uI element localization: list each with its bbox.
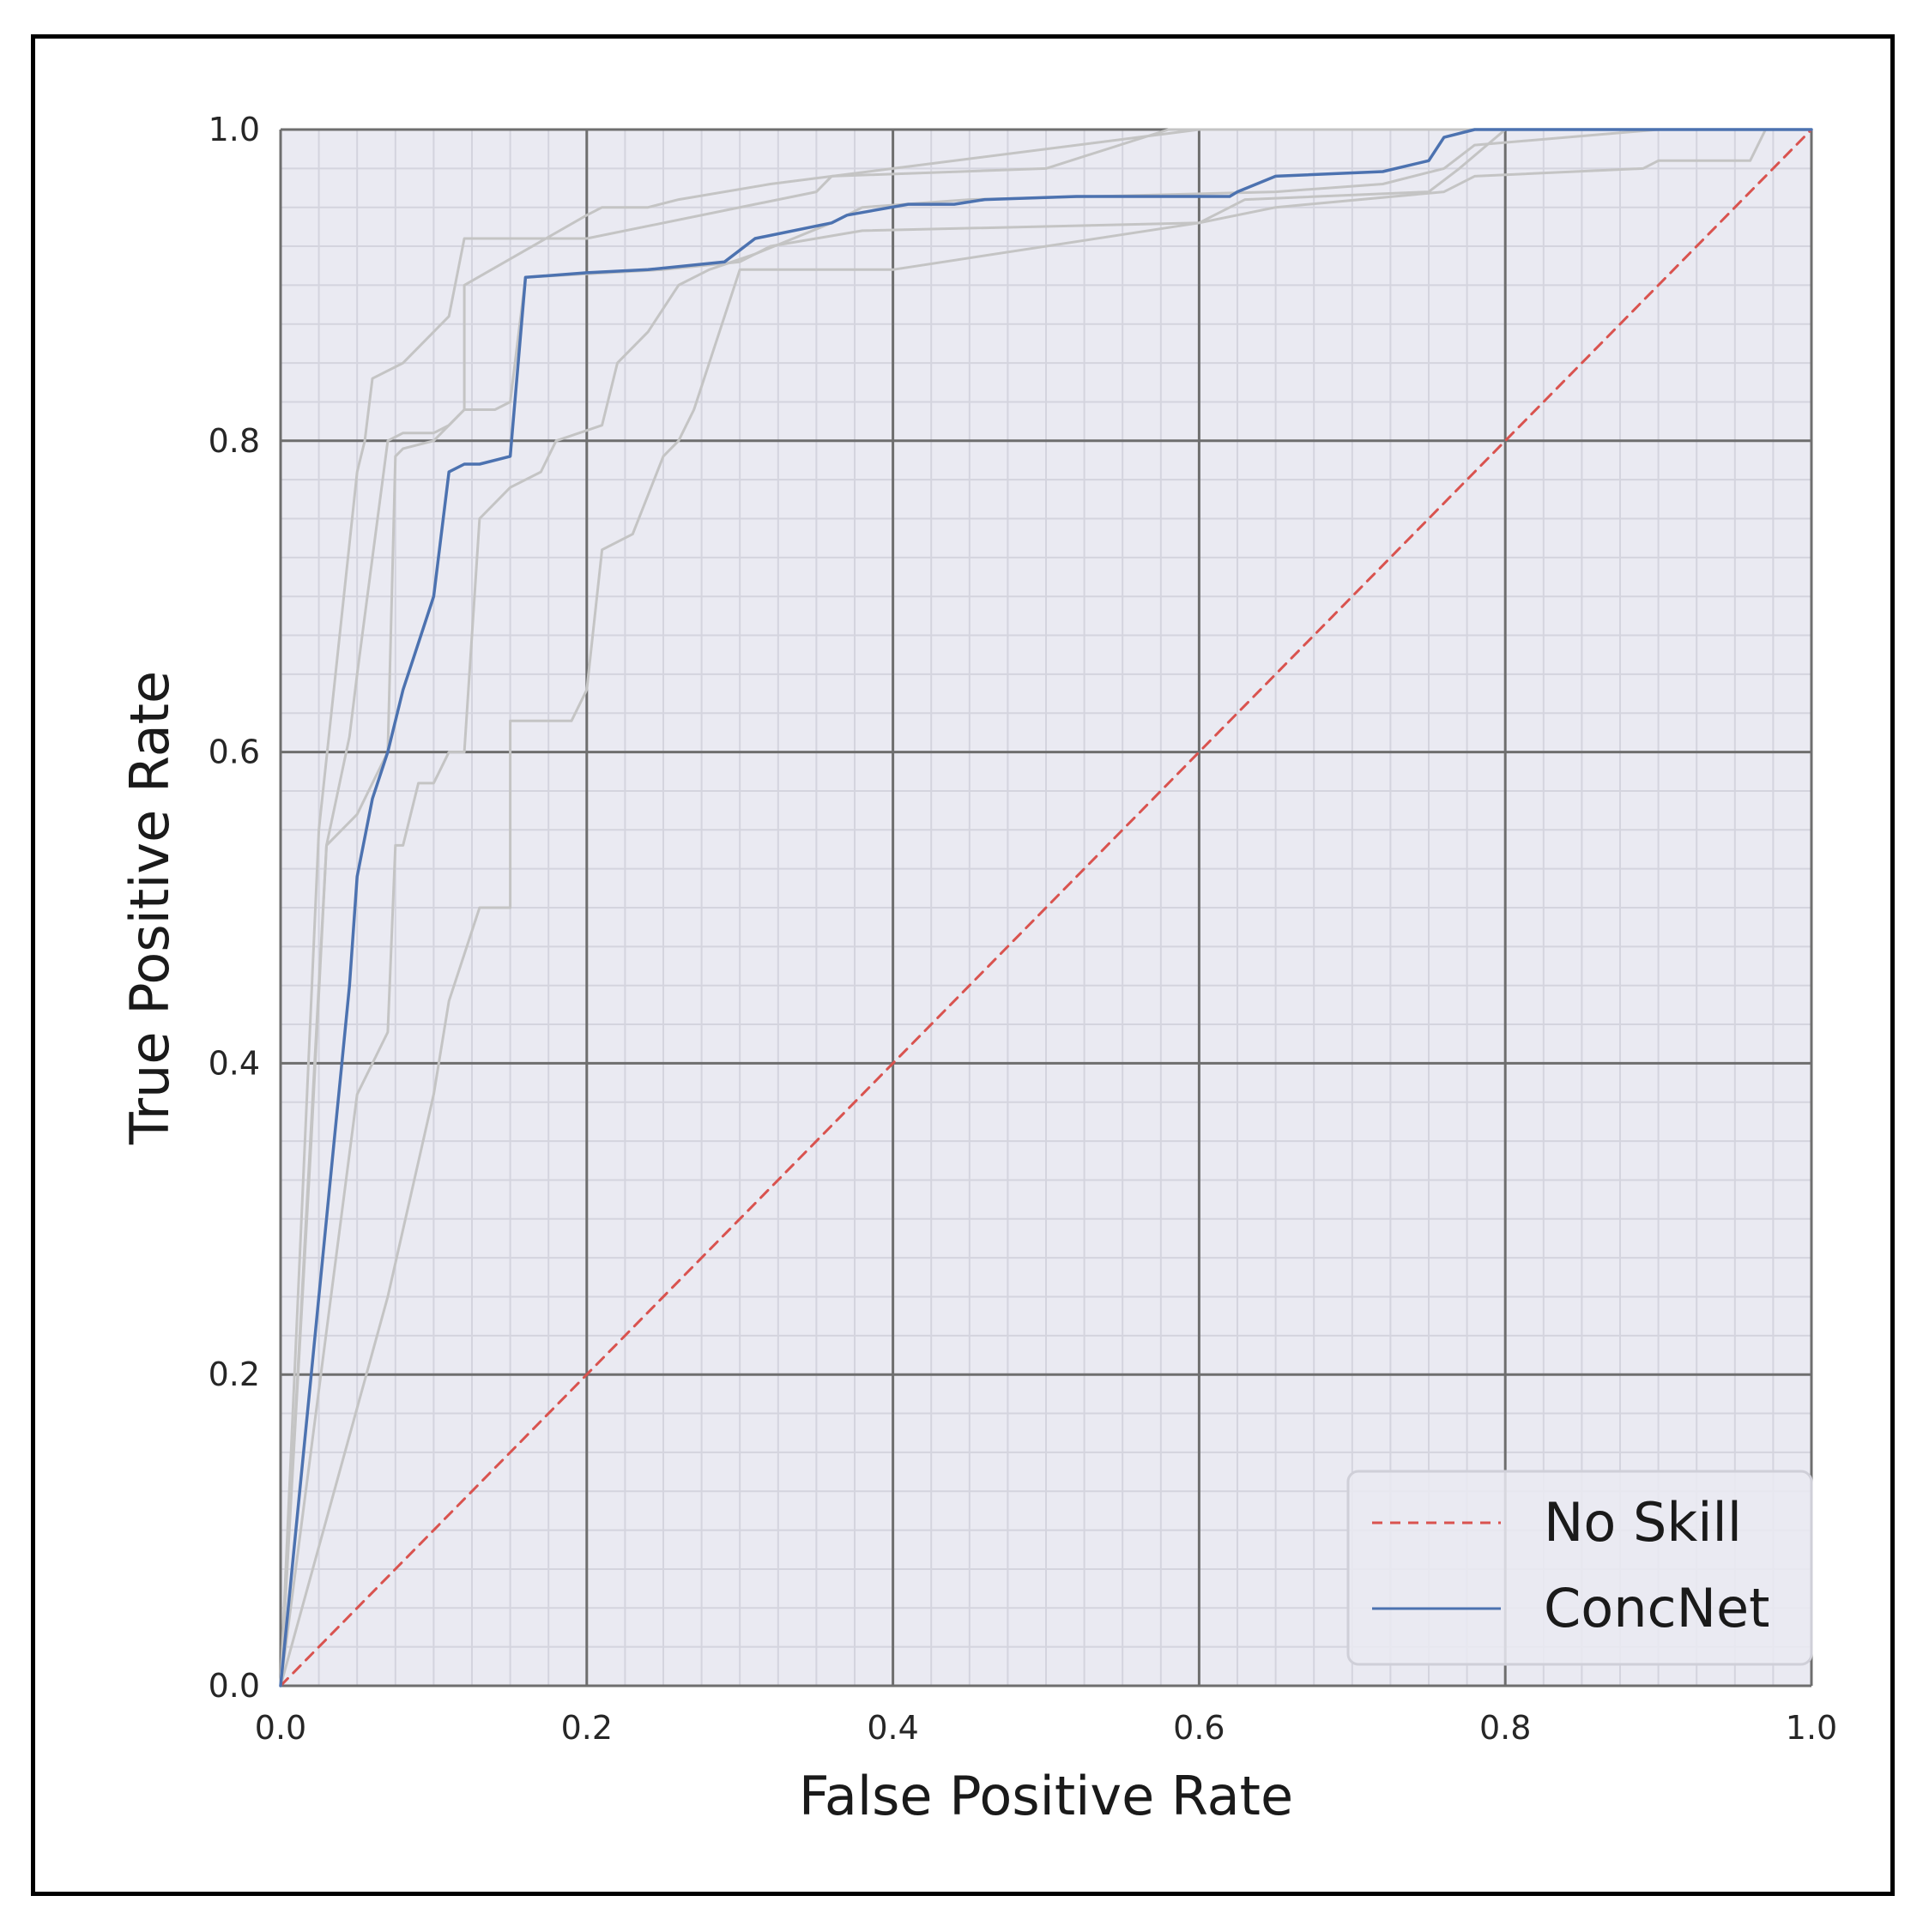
y-tick-label: 0.2 [209, 1355, 260, 1393]
legend-box [1346, 1470, 1813, 1666]
x-tick-label: 0.4 [867, 1709, 918, 1747]
y-tick-label: 0.4 [209, 1044, 260, 1082]
x-tick-label: 0.8 [1479, 1709, 1531, 1747]
roc-line-fold-4 [279, 128, 1813, 1687]
figure-frame: 0.0 0.2 0.4 0.6 0.8 1.0 0.0 0.2 0.4 0.6 0.8 1.0 Fal… [31, 34, 1895, 1896]
x-axis-label: False Positive Rate [799, 1765, 1293, 1827]
x-tick-label: 0.2 [561, 1709, 613, 1747]
y-tick-label: 1.0 [209, 111, 260, 148]
legend-label-no-skill: No Skill [1544, 1491, 1742, 1554]
roc-line-fold-5 [279, 128, 1813, 1687]
x-tick-label: 1.0 [1786, 1709, 1837, 1747]
legend-label-concnet: ConcNet [1544, 1577, 1769, 1639]
y-tick-label: 0.0 [209, 1667, 260, 1705]
y-tick-label: 0.8 [209, 422, 260, 460]
concnet-line [279, 128, 1813, 1687]
y-tick-label: 0.6 [209, 734, 260, 771]
roc-chart: 0.0 0.2 0.4 0.6 0.8 1.0 0.0 0.2 0.4 0.6 0.8 1.0 Fal… [118, 111, 1837, 1827]
x-tick-label: 0.0 [255, 1709, 306, 1747]
y-axis-label: True Positive Rate [118, 671, 181, 1145]
roc-line-fold-1 [279, 128, 1813, 1687]
no-skill-line [279, 128, 1813, 1687]
legend: No Skill ConcNet [1346, 1470, 1813, 1666]
x-tick-label: 0.6 [1173, 1709, 1225, 1747]
